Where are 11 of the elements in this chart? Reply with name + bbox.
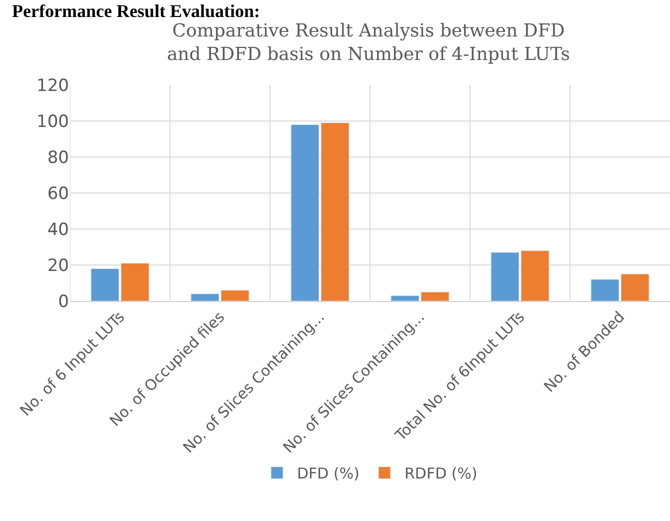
y-tick-label: 40 [47,220,69,240]
y-tick-label: 100 [36,112,69,132]
y-tick-label: 80 [47,148,69,168]
chart-title: Comparative Result Analysis between DFD and RDFD basis on Number of 4-Input LUTs [166,20,570,65]
y-tick-label: 0 [58,292,69,312]
legend-label: DFD (%) [297,464,360,483]
y-tick-label: 60 [47,184,69,204]
y-tick-label: 20 [47,256,69,276]
legend-label: RDFD (%) [404,464,478,483]
y-tick-label: 120 [36,76,69,96]
text: Performance Result Evaluation: [12,1,260,21]
